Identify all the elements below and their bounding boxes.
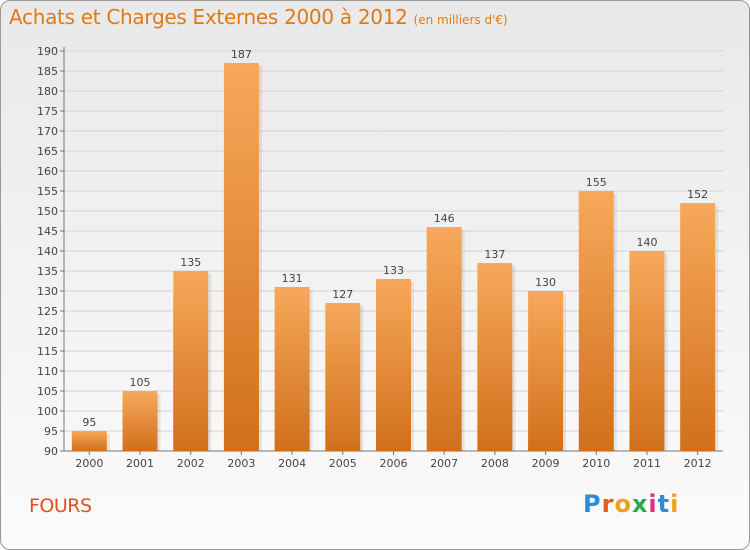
bar bbox=[477, 263, 513, 451]
bar-value-label: 133 bbox=[383, 264, 404, 277]
bar-value-label: 127 bbox=[332, 288, 353, 301]
bar bbox=[223, 63, 259, 451]
bar bbox=[71, 431, 107, 451]
y-tick-label: 135 bbox=[37, 265, 58, 278]
y-tick-label: 100 bbox=[37, 405, 58, 418]
x-tick-label: 2009 bbox=[532, 457, 560, 470]
x-tick-label: 2000 bbox=[75, 457, 103, 470]
y-tick-label: 125 bbox=[37, 305, 58, 318]
y-tick-label: 145 bbox=[37, 225, 58, 238]
y-tick-label: 130 bbox=[37, 285, 58, 298]
y-tick-label: 105 bbox=[37, 385, 58, 398]
bar-value-label: 131 bbox=[282, 272, 303, 285]
y-tick-label: 140 bbox=[37, 245, 58, 258]
y-tick-label: 110 bbox=[37, 365, 58, 378]
bar bbox=[376, 279, 411, 451]
proxiti-logo: Proxiti bbox=[583, 490, 680, 518]
x-tick-label: 2007 bbox=[430, 457, 458, 470]
x-tick-label: 2012 bbox=[684, 457, 712, 470]
y-tick-label: 170 bbox=[37, 125, 58, 138]
bar-value-label: 187 bbox=[231, 48, 252, 61]
chart-title: Achats et Charges Externes 2000 à 2012 (e… bbox=[9, 5, 508, 29]
y-tick-label: 190 bbox=[37, 45, 58, 58]
y-tick-label: 155 bbox=[37, 185, 58, 198]
chart-subtitle: (en milliers d'€) bbox=[413, 13, 508, 27]
y-tick-label: 175 bbox=[37, 105, 58, 118]
bar bbox=[274, 287, 310, 451]
y-tick-label: 185 bbox=[37, 65, 58, 78]
bar-value-label: 155 bbox=[586, 176, 607, 189]
bar-value-label: 137 bbox=[484, 248, 505, 261]
y-tick-label: 120 bbox=[37, 325, 58, 338]
y-tick-label: 95 bbox=[44, 425, 58, 438]
x-tick-label: 2011 bbox=[633, 457, 661, 470]
bar bbox=[426, 227, 462, 451]
bar-value-label: 95 bbox=[82, 416, 96, 429]
bar-value-label: 146 bbox=[434, 212, 455, 225]
bar bbox=[629, 251, 665, 451]
city-name: FOURS bbox=[29, 495, 92, 517]
y-tick-label: 180 bbox=[37, 85, 58, 98]
bar bbox=[578, 191, 614, 451]
x-tick-label: 2001 bbox=[126, 457, 154, 470]
y-tick-label: 115 bbox=[37, 345, 58, 358]
x-tick-label: 2004 bbox=[278, 457, 306, 470]
y-tick-label: 165 bbox=[37, 145, 58, 158]
bar bbox=[528, 291, 564, 451]
x-tick-label: 2008 bbox=[481, 457, 509, 470]
title-text: Achats et Charges Externes 2000 à 2012 bbox=[9, 5, 408, 29]
x-tick-label: 2010 bbox=[582, 457, 610, 470]
bar bbox=[122, 391, 158, 451]
bar bbox=[680, 203, 716, 451]
x-tick-label: 2005 bbox=[329, 457, 357, 470]
x-tick-label: 2002 bbox=[177, 457, 205, 470]
bar-value-label: 140 bbox=[636, 236, 657, 249]
y-tick-label: 160 bbox=[37, 165, 58, 178]
y-tick-label: 90 bbox=[44, 445, 58, 458]
bar-value-label: 105 bbox=[130, 376, 151, 389]
bar bbox=[325, 303, 361, 451]
bar-value-label: 152 bbox=[687, 188, 708, 201]
y-tick-label: 150 bbox=[37, 205, 58, 218]
x-tick-label: 2003 bbox=[227, 457, 255, 470]
bar bbox=[173, 271, 209, 451]
bar-value-label: 135 bbox=[180, 256, 201, 269]
x-tick-label: 2006 bbox=[380, 457, 408, 470]
bar-value-label: 130 bbox=[535, 276, 556, 289]
